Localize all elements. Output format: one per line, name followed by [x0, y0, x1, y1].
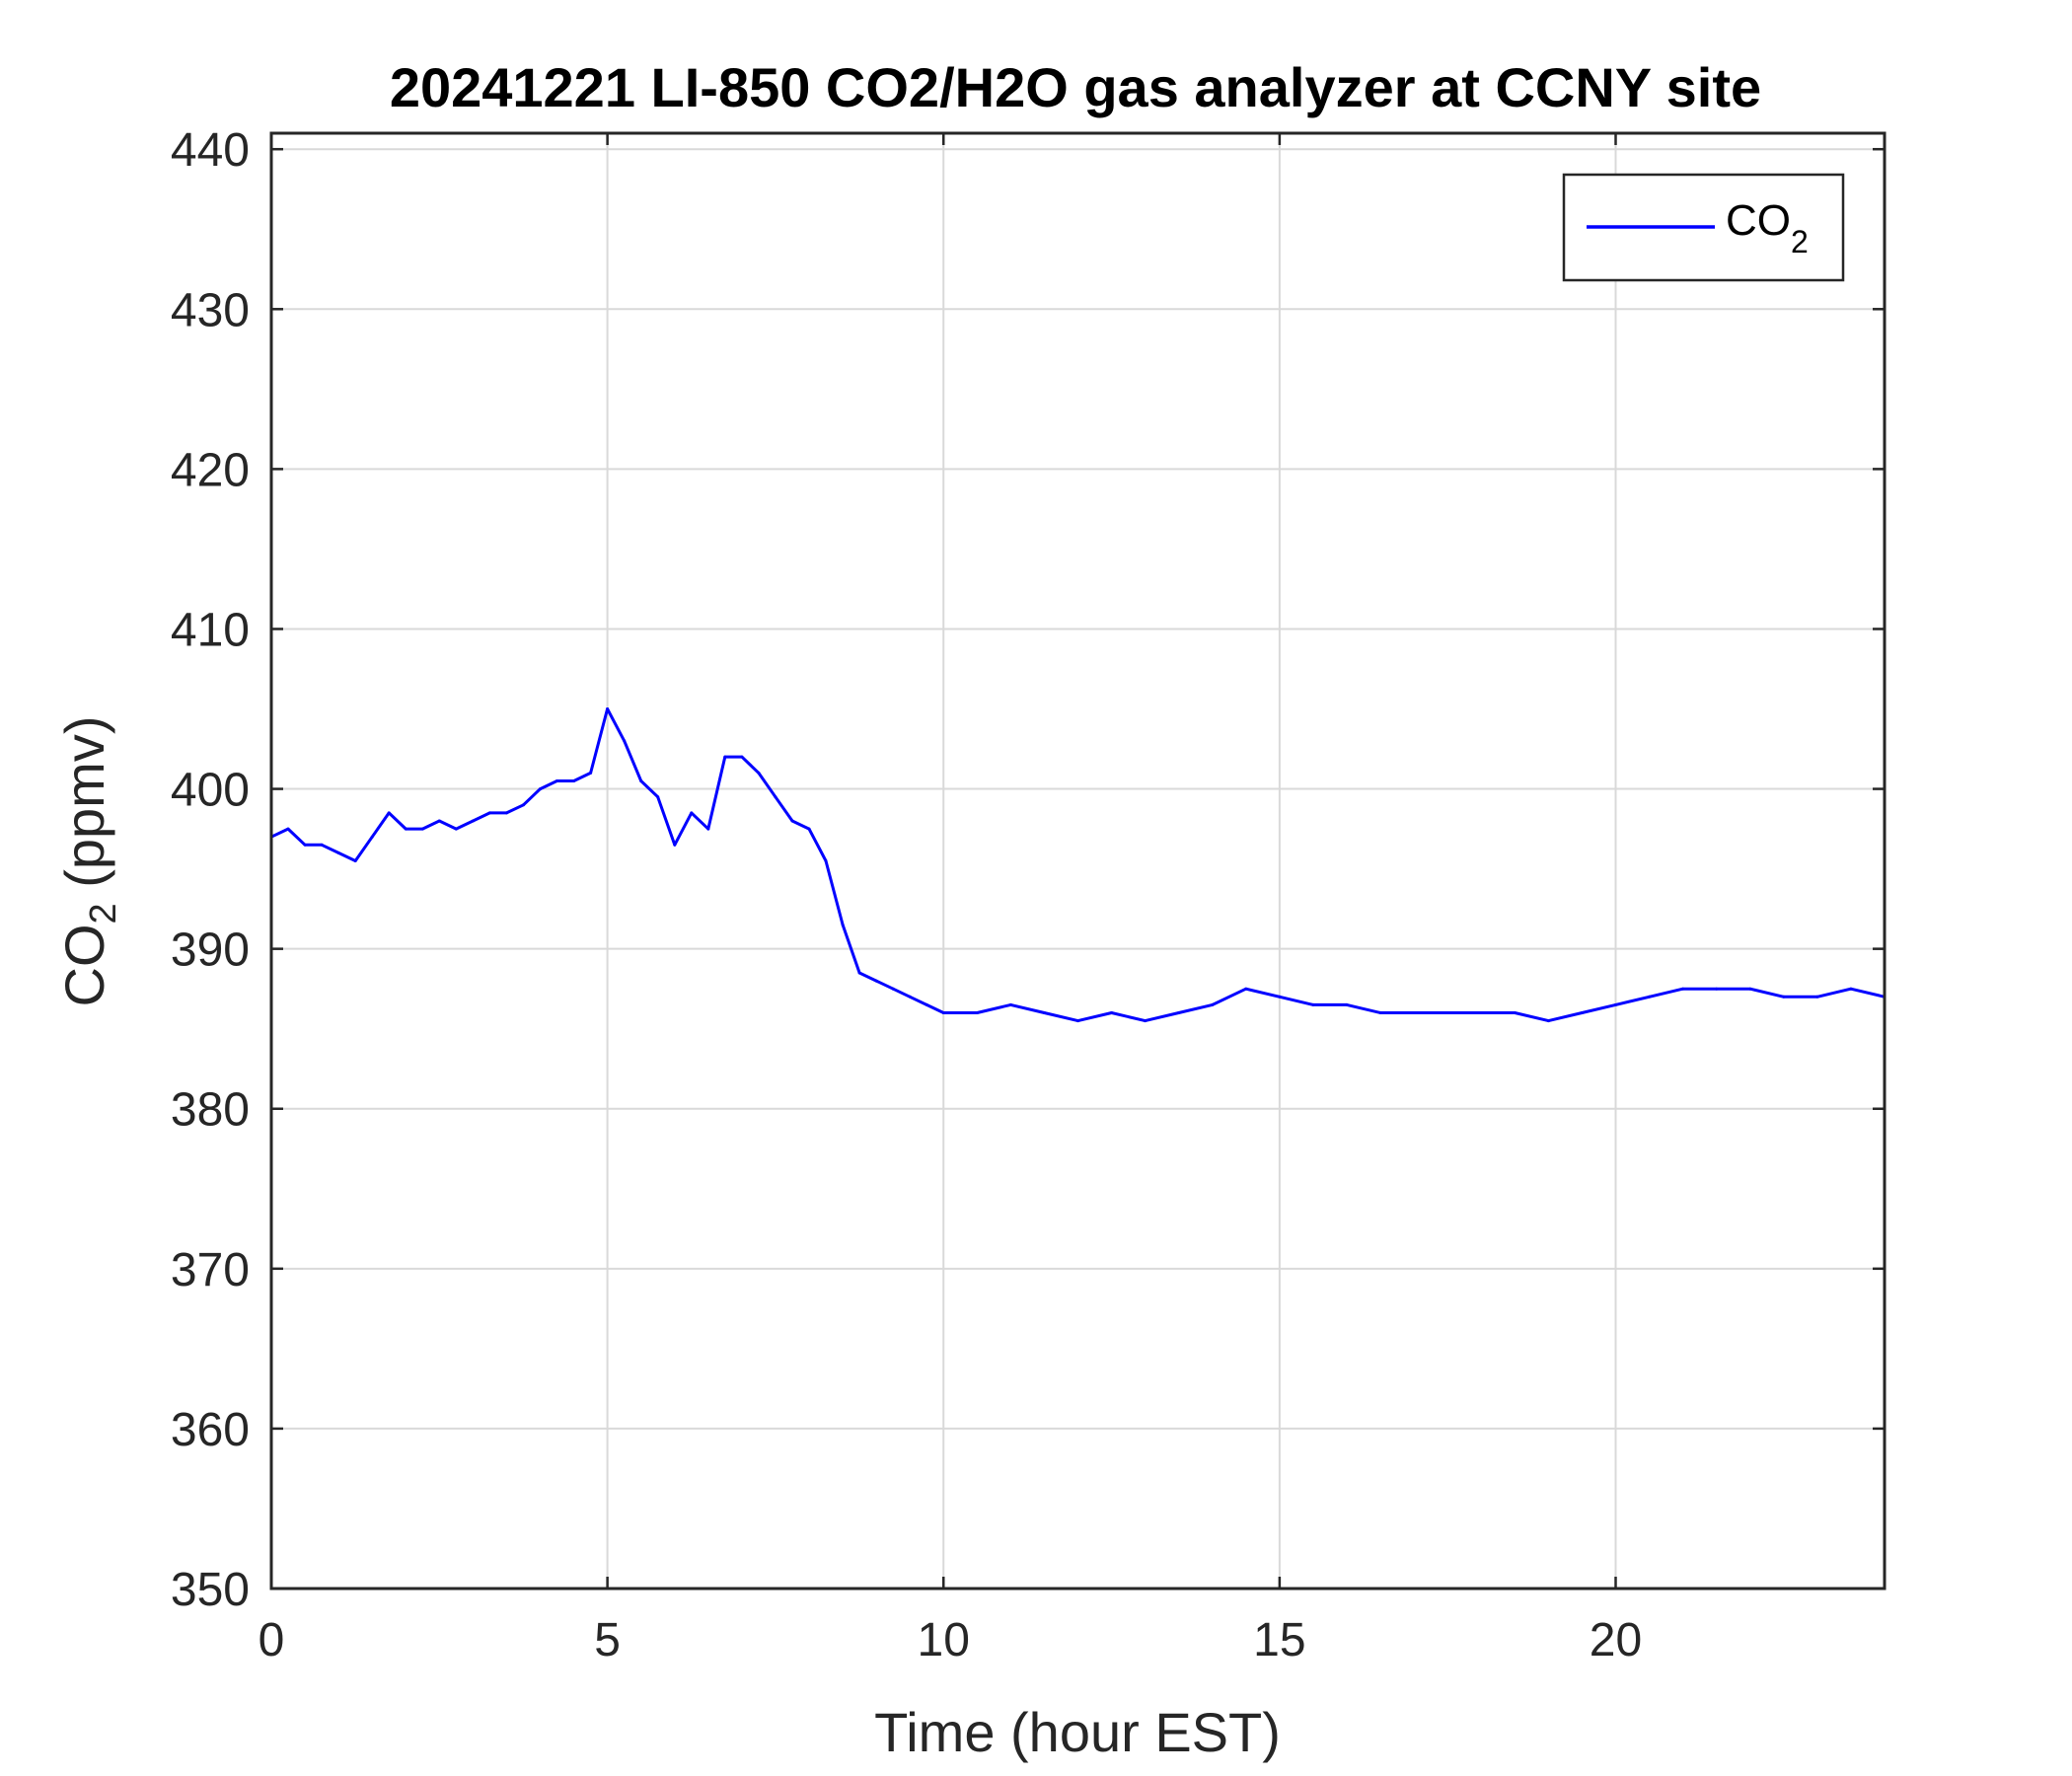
data-point [841, 923, 845, 926]
data-point [975, 1011, 979, 1014]
data-point [1211, 1002, 1215, 1006]
y-tick-label: 410 [171, 604, 250, 656]
x-tick-label: 0 [259, 1614, 285, 1666]
data-point [1513, 1011, 1517, 1014]
data-point [857, 971, 861, 975]
data-point [1244, 987, 1248, 991]
y-axis-label-subscript: 2 [83, 903, 124, 924]
data-point [891, 987, 895, 991]
y-axis-label-unit: (ppmv) [53, 716, 115, 904]
data-point [606, 707, 610, 710]
chart-title: 20241221 LI-850 CO2/H2O gas analyzer at … [390, 56, 1761, 118]
x-tick-label: 15 [1253, 1614, 1305, 1666]
data-point [1144, 1019, 1147, 1023]
y-tick-label: 420 [171, 444, 250, 496]
data-point [1715, 987, 1719, 991]
y-tick-label: 440 [171, 124, 250, 177]
data-point [353, 859, 357, 862]
data-point [1681, 987, 1685, 991]
data-point [387, 811, 391, 815]
series-line-co2 [270, 707, 1886, 1023]
data-point [1345, 1002, 1349, 1006]
legend-label-subscript: 2 [1791, 224, 1809, 259]
y-axis-label-main: CO [53, 924, 115, 1006]
data-point [941, 1011, 945, 1014]
data-point [1311, 1002, 1315, 1006]
data-point [623, 739, 627, 743]
y-tick-label: 390 [171, 925, 250, 977]
data-point [572, 779, 576, 782]
x-axis-label: Time (hour EST) [874, 1701, 1281, 1763]
data-point [790, 819, 794, 823]
y-tick-label: 370 [171, 1244, 250, 1296]
y-tick-label: 380 [171, 1084, 250, 1137]
data-point [1614, 1002, 1617, 1006]
data-point [539, 787, 542, 791]
axis-ticks: 0 5 10 15 20 350 360 370 380 390 400 410 420 430 440 [171, 124, 1885, 1666]
data-point [471, 819, 475, 823]
plot-area [269, 707, 1887, 1023]
data-point [286, 827, 290, 831]
data-point [1378, 1011, 1382, 1014]
data-point [437, 819, 441, 823]
data-point [589, 771, 593, 775]
data-point [824, 859, 828, 862]
data-point [807, 827, 811, 831]
data-point [1110, 1011, 1114, 1014]
data-point [1580, 1011, 1584, 1014]
data-point [336, 851, 340, 854]
data-point [555, 779, 558, 782]
data-point [420, 827, 424, 831]
data-point [1546, 1019, 1550, 1023]
data-point [740, 755, 744, 759]
data-point [1412, 1011, 1416, 1014]
data-point [874, 979, 878, 983]
axes-box [269, 131, 1887, 1591]
data-point [639, 779, 643, 782]
data-point [908, 995, 912, 999]
data-point [370, 835, 374, 839]
y-tick-label: 430 [171, 284, 250, 336]
data-point [303, 843, 307, 847]
data-point [1849, 987, 1853, 991]
data-point [1042, 1011, 1046, 1014]
x-tick-label: 5 [594, 1614, 621, 1666]
data-point [504, 811, 508, 815]
data-point [487, 811, 491, 815]
data-point [1748, 987, 1752, 991]
data-point [1278, 995, 1282, 999]
data-point [454, 827, 458, 831]
data-point [1782, 995, 1786, 999]
data-point [1815, 995, 1819, 999]
x-tick-label: 10 [918, 1614, 970, 1666]
data-point [757, 771, 761, 775]
data-point [1076, 1019, 1079, 1023]
data-point [925, 1002, 928, 1006]
data-point [706, 827, 710, 831]
data-point [1177, 1011, 1181, 1014]
legend-label-main: CO [1726, 196, 1791, 245]
data-point [723, 755, 727, 759]
y-axis-label: CO2 (ppmv) [53, 716, 124, 1007]
data-point [1479, 1011, 1483, 1014]
legend: CO2 [1562, 173, 1845, 282]
y-tick-label: 350 [171, 1564, 250, 1616]
data-point [522, 803, 525, 807]
data-point [656, 795, 660, 799]
data-point [1445, 1011, 1449, 1014]
data-point [1648, 995, 1652, 999]
legend-label: CO2 [1726, 196, 1809, 259]
data-point [1008, 1002, 1012, 1006]
grid [271, 133, 1885, 1589]
data-point [690, 811, 694, 815]
data-point [673, 843, 677, 847]
y-tick-label: 400 [171, 765, 250, 817]
y-tick-label: 360 [171, 1404, 250, 1456]
data-point [320, 843, 324, 847]
data-point [404, 827, 407, 831]
x-tick-label: 20 [1590, 1614, 1642, 1666]
data-point [774, 795, 777, 799]
